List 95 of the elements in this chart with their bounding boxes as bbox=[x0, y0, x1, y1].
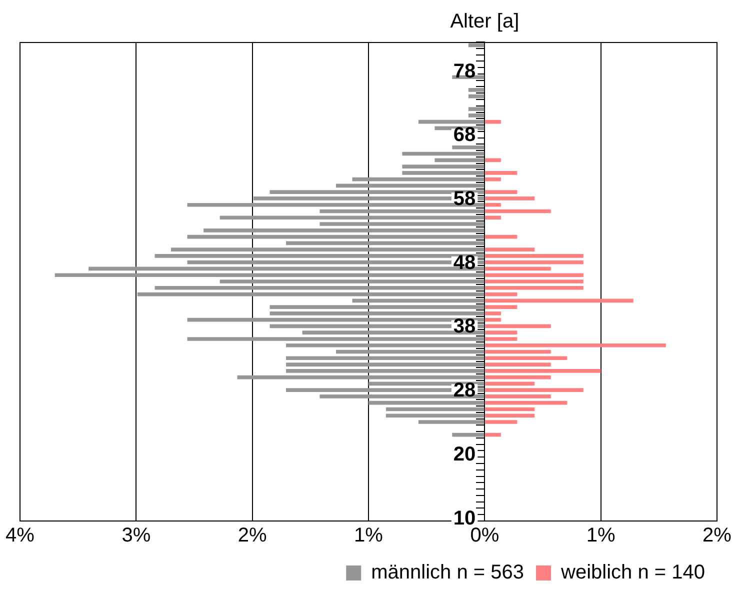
y-tick-label: 58 bbox=[453, 188, 476, 210]
bar bbox=[402, 171, 484, 175]
bar bbox=[418, 120, 484, 124]
bar bbox=[485, 177, 501, 182]
bar bbox=[485, 292, 518, 296]
bar bbox=[386, 414, 484, 418]
bar bbox=[237, 375, 484, 380]
bar bbox=[270, 305, 484, 309]
bar bbox=[485, 400, 568, 405]
bar bbox=[485, 171, 518, 175]
bar bbox=[485, 158, 501, 162]
bar bbox=[137, 292, 484, 296]
bar bbox=[485, 369, 601, 373]
bar bbox=[485, 305, 518, 309]
bar bbox=[485, 407, 535, 412]
bar bbox=[452, 432, 484, 437]
bar bbox=[485, 260, 584, 264]
bar bbox=[468, 94, 484, 98]
y-tick-label: 78 bbox=[453, 60, 476, 82]
legend-label: weiblich n = 140 bbox=[560, 562, 705, 584]
bar bbox=[485, 120, 501, 124]
bar bbox=[485, 248, 535, 252]
bar bbox=[220, 216, 484, 220]
bar bbox=[485, 298, 634, 303]
bar bbox=[171, 248, 484, 252]
bar bbox=[485, 190, 518, 194]
bar bbox=[204, 228, 484, 232]
bar bbox=[286, 369, 484, 373]
bar bbox=[352, 298, 484, 303]
bar bbox=[468, 88, 484, 92]
bar bbox=[468, 107, 484, 111]
bar bbox=[270, 312, 484, 316]
bar bbox=[485, 362, 551, 366]
bar bbox=[286, 343, 484, 348]
bar bbox=[485, 382, 535, 386]
bar bbox=[485, 356, 568, 360]
bar bbox=[485, 343, 666, 348]
bar bbox=[352, 177, 484, 182]
bar bbox=[485, 324, 551, 328]
y-tick-label: 68 bbox=[453, 124, 476, 146]
bar bbox=[320, 222, 484, 226]
bar bbox=[485, 273, 584, 278]
bar bbox=[187, 337, 484, 341]
x-tick-label: 3% bbox=[122, 524, 151, 547]
bar bbox=[485, 216, 501, 220]
bar bbox=[368, 400, 484, 405]
bar bbox=[402, 152, 484, 156]
y-axis-title: Alter [a] bbox=[450, 10, 520, 33]
bar bbox=[485, 330, 518, 335]
bar bbox=[402, 164, 484, 168]
bar bbox=[220, 280, 484, 284]
x-tick-label: 0% bbox=[470, 524, 500, 547]
bar bbox=[320, 209, 484, 214]
bar bbox=[485, 337, 518, 341]
bar bbox=[286, 362, 484, 366]
bar bbox=[485, 388, 584, 392]
bar bbox=[54, 273, 484, 278]
bar bbox=[286, 241, 484, 246]
bar bbox=[485, 318, 501, 322]
bar bbox=[485, 254, 584, 258]
bar bbox=[386, 407, 484, 412]
bar bbox=[485, 234, 518, 239]
bar bbox=[418, 420, 484, 424]
bar bbox=[154, 286, 484, 290]
x-tick-label: 2% bbox=[238, 524, 268, 547]
bar bbox=[286, 356, 484, 360]
bar bbox=[485, 432, 501, 437]
bar bbox=[452, 145, 484, 150]
bar bbox=[485, 414, 535, 418]
bar bbox=[485, 420, 518, 424]
bar bbox=[485, 266, 551, 271]
bar bbox=[485, 202, 501, 207]
bar bbox=[485, 286, 584, 290]
y-tick-label: 28 bbox=[453, 380, 476, 402]
legend-label: männlich n = 563 bbox=[371, 562, 524, 584]
bar bbox=[336, 184, 484, 188]
y-tick-label: 20 bbox=[453, 443, 476, 466]
x-tick-label: 4% bbox=[6, 524, 35, 547]
bar bbox=[485, 196, 535, 200]
bar bbox=[485, 375, 551, 380]
bar bbox=[485, 312, 501, 316]
bar bbox=[485, 209, 551, 214]
bar bbox=[485, 394, 551, 398]
x-tick-label: 1% bbox=[586, 524, 616, 547]
bar bbox=[468, 43, 484, 48]
x-tick-label: 2% bbox=[702, 524, 732, 547]
bar bbox=[336, 350, 484, 354]
bar bbox=[468, 114, 484, 118]
bar bbox=[434, 158, 484, 162]
bar bbox=[187, 234, 484, 239]
x-tick-label: 1% bbox=[354, 524, 384, 547]
bar bbox=[485, 280, 584, 284]
y-tick-label: 38 bbox=[453, 316, 476, 338]
y-tick-label: 48 bbox=[453, 252, 476, 274]
bar bbox=[485, 350, 551, 354]
